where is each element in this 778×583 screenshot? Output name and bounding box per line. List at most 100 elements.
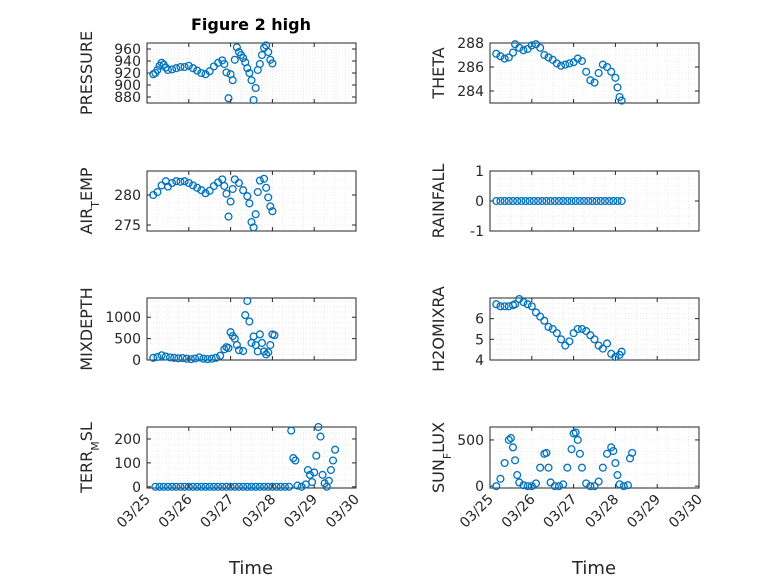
y-axis-label-main: RAINFALL: [429, 164, 448, 239]
data-point: [157, 351, 166, 360]
data-point: [513, 471, 522, 480]
data-point: [289, 454, 298, 463]
axes-frame: [146, 297, 357, 361]
data-point: [262, 183, 271, 192]
x-tick-label: 03/27: [198, 492, 238, 532]
y-axis-label: SUNFLUX: [429, 422, 454, 493]
data-point: [239, 482, 248, 491]
y-axis-label-main: SUN: [429, 459, 448, 493]
subplot-mixdepth: 0 500 1000 MIXDEPTH: [77, 287, 357, 371]
data-point: [255, 59, 264, 69]
data-point: [557, 335, 566, 344]
subplot-terr: 0 100 200 03/25 03/26 03/27 03/28 03/29 03/30 TER…: [77, 422, 363, 531]
data-point: [515, 43, 524, 52]
subplot-air: 275 280 AIRTEMP: [77, 167, 357, 235]
data-point: [172, 64, 181, 73]
data-point: [521, 196, 530, 206]
axes-frame: [146, 426, 357, 489]
data-point: [561, 60, 570, 69]
data-point: [584, 196, 593, 206]
data-point: [527, 41, 536, 50]
data-point: [492, 49, 501, 58]
data-point: [214, 482, 223, 491]
data-point: [508, 196, 518, 206]
data-point: [492, 196, 501, 206]
data-point: [178, 354, 187, 363]
data-point: [193, 183, 202, 192]
data-point: [218, 482, 227, 491]
data-point: [586, 76, 595, 85]
subplot-h2omixra: 4 5 6 H2OMIXRA: [429, 286, 700, 372]
data-point: [594, 477, 603, 486]
data-point: [496, 302, 505, 311]
data-point: [617, 196, 626, 206]
y-tick-label: 0: [132, 353, 141, 369]
y-axis-label-subscript: M: [89, 441, 102, 451]
y-tick-label: 880: [114, 90, 141, 106]
y-axis-label: RAINFALL: [429, 164, 448, 239]
y-axis-label: THETA: [429, 47, 448, 99]
data-point: [268, 59, 277, 68]
x-tick-label: 03/28: [239, 492, 279, 532]
data-point: [552, 59, 561, 68]
y-tick-label: 280: [114, 188, 141, 204]
data-point: [228, 184, 237, 194]
data-point: [293, 481, 302, 490]
y-axis-label-main: H2OMIXRA: [429, 286, 448, 372]
x-tick-label: 03/25: [457, 492, 497, 532]
data-point: [222, 189, 231, 198]
data-point: [264, 193, 273, 202]
data-point: [571, 428, 580, 437]
data-point: [536, 43, 545, 52]
data-point: [285, 482, 294, 491]
data-point: [249, 95, 258, 105]
data-point: [554, 482, 564, 491]
y-axis-label-main: PRESSURE: [77, 31, 96, 115]
data-point: [268, 207, 277, 216]
data-point: [272, 482, 281, 491]
data-point: [611, 458, 620, 468]
data-point: [228, 76, 237, 85]
data-point: [163, 65, 172, 75]
data-point: [174, 354, 183, 363]
data-point: [602, 62, 612, 72]
data-point: [577, 324, 587, 334]
data-point: [255, 482, 264, 491]
data-point: [222, 68, 231, 77]
data-point: [590, 78, 599, 87]
data-point: [259, 482, 269, 491]
x-tick-label: 03/27: [541, 492, 581, 532]
data-point: [245, 68, 254, 78]
data-point: [563, 463, 572, 472]
data-point: [220, 59, 229, 69]
data-point: [195, 353, 204, 362]
data-point: [232, 340, 241, 350]
x-tick-label: 03/30: [323, 492, 363, 532]
data-point: [552, 329, 561, 338]
data-point: [517, 196, 526, 206]
axes-frame: [489, 42, 700, 104]
data-point: [163, 482, 172, 491]
data-point: [598, 463, 607, 472]
data-point: [607, 67, 616, 76]
data-point: [297, 482, 306, 491]
data-point: [197, 482, 206, 491]
y-axis-label: TERRMSL: [77, 422, 102, 494]
x-tick-label: 03/26: [156, 491, 196, 531]
data-point: [239, 53, 248, 63]
data-point: [153, 187, 162, 197]
data-point: [508, 443, 518, 452]
data-point: [243, 296, 252, 306]
data-point: [184, 61, 193, 70]
data-point: [224, 343, 233, 353]
data-point: [500, 196, 509, 206]
data-point: [201, 189, 210, 198]
data-point: [262, 350, 271, 359]
y-tick-label: 6: [475, 312, 484, 328]
data-point: [245, 199, 254, 208]
y-axis-label-rest: LUX: [429, 422, 448, 453]
axes-frame: [146, 170, 357, 232]
data-point: [251, 83, 260, 93]
data-point: [559, 196, 568, 206]
axes-frame: [489, 426, 700, 489]
